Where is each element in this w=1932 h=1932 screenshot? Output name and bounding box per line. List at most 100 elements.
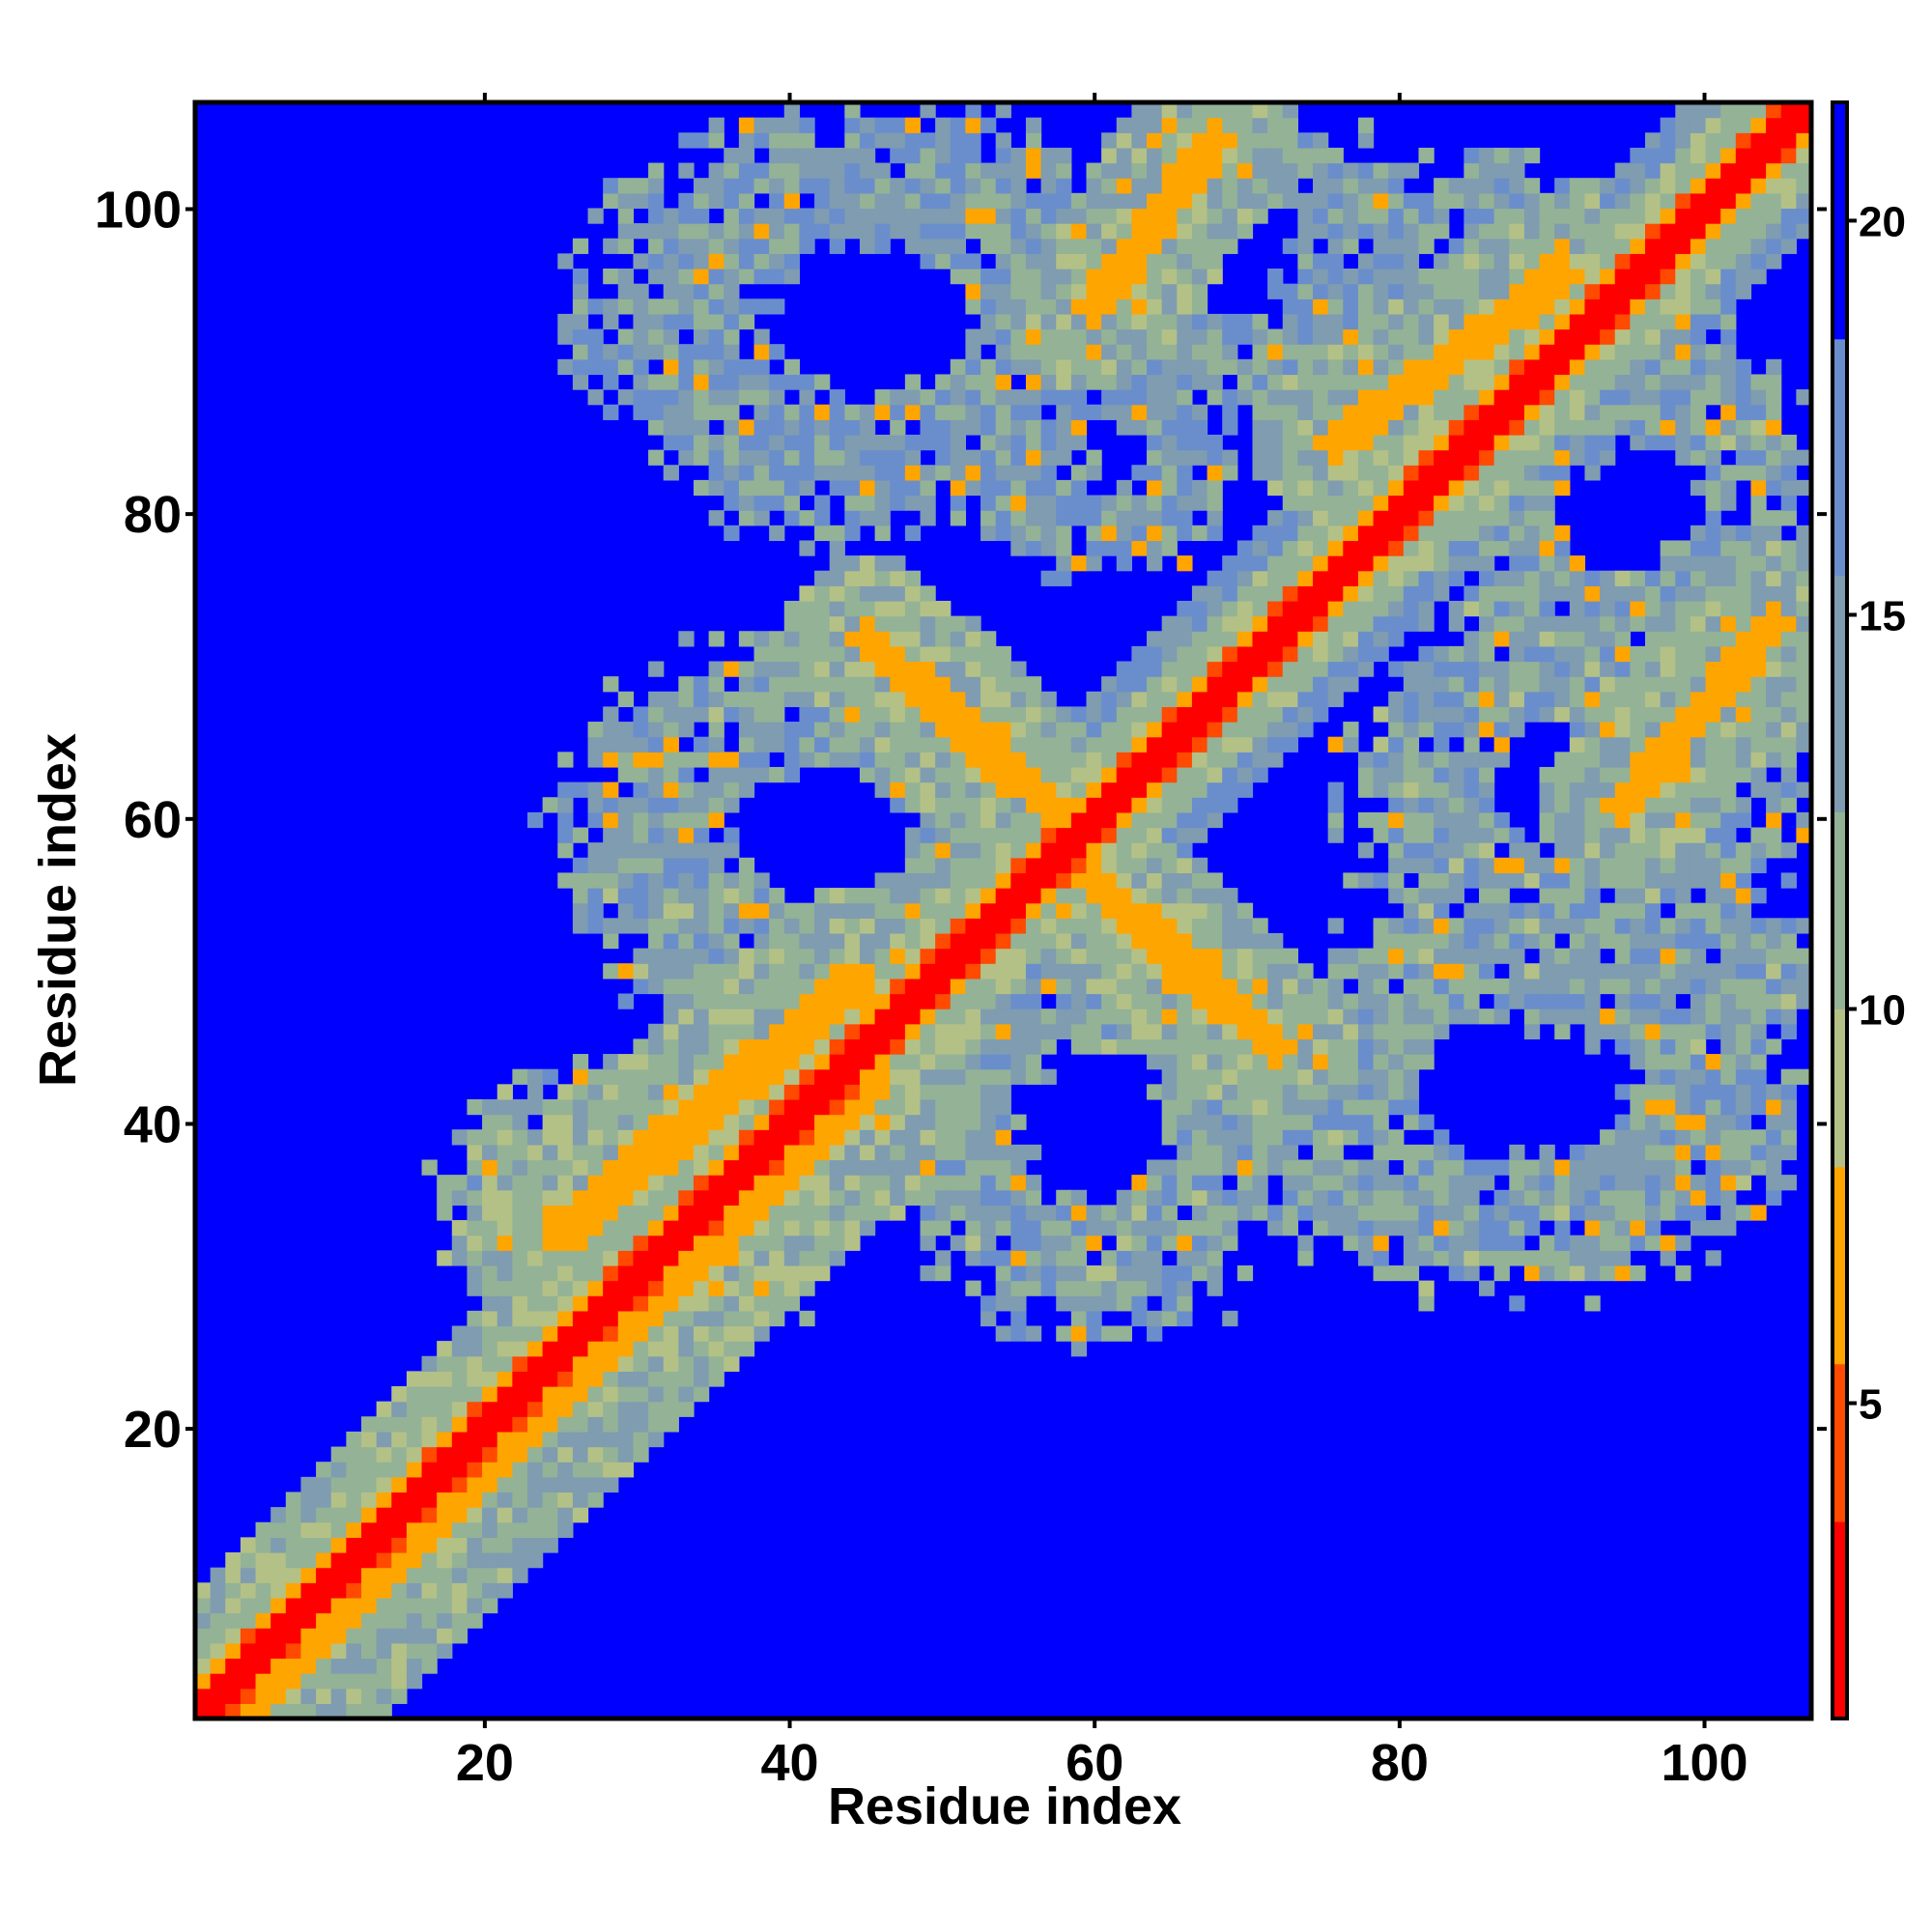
- heatmap-cell: [617, 328, 635, 345]
- heatmap-cell: [708, 1264, 724, 1282]
- heatmap-cell: [1236, 1189, 1254, 1206]
- heatmap-cell: [330, 1537, 347, 1553]
- heatmap-cell: [1463, 223, 1480, 240]
- heatmap-cell: [542, 1310, 558, 1327]
- heatmap-cell: [1388, 963, 1405, 980]
- heatmap-cell: [783, 1068, 801, 1085]
- heatmap-cell: [965, 479, 981, 497]
- heatmap-cell: [1523, 993, 1541, 1009]
- heatmap-cell: [542, 1205, 558, 1221]
- heatmap-cell: [1086, 510, 1102, 526]
- heatmap-cell: [1070, 993, 1088, 1009]
- heatmap-cell: [1147, 1084, 1163, 1100]
- heatmap-cell: [1479, 147, 1495, 164]
- heatmap-cell: [1236, 208, 1254, 224]
- heatmap-cell: [1116, 932, 1133, 950]
- heatmap-cell: [693, 192, 710, 210]
- heatmap-cell: [904, 645, 922, 663]
- heatmap-cell: [995, 147, 1011, 164]
- heatmap-cell: [724, 389, 740, 406]
- heatmap-cell: [1493, 510, 1510, 526]
- heatmap-cell: [1645, 238, 1662, 254]
- heatmap-cell: [663, 238, 679, 254]
- heatmap-cell: [829, 631, 845, 647]
- heatmap-cell: [980, 1054, 997, 1070]
- heatmap-cell: [678, 1189, 695, 1206]
- heatmap-cell: [678, 313, 695, 330]
- heatmap-cell: [1600, 842, 1616, 859]
- heatmap-cell: [769, 1129, 785, 1146]
- heatmap-cell: [633, 178, 649, 194]
- heatmap-cell: [437, 1537, 453, 1553]
- heatmap-cell: [1539, 253, 1555, 270]
- heatmap-cell: [587, 1264, 604, 1282]
- heatmap-cell: [526, 1310, 544, 1327]
- heatmap-cell: [890, 918, 906, 934]
- heatmap-cell: [648, 1220, 665, 1236]
- heatmap-cell: [648, 1235, 665, 1251]
- heatmap-cell: [1056, 283, 1072, 299]
- heatmap-cell: [512, 1355, 528, 1372]
- heatmap-cell: [829, 1114, 845, 1130]
- heatmap-cell: [1645, 178, 1662, 194]
- heatmap-cell: [980, 1235, 997, 1251]
- heatmap-cell: [1418, 902, 1435, 919]
- heatmap-cell: [1177, 132, 1193, 149]
- heatmap-cell: [844, 1189, 861, 1206]
- heatmap-cell: [1131, 827, 1148, 843]
- heatmap-cell: [1600, 631, 1616, 647]
- heatmap-cell: [633, 1280, 649, 1296]
- heatmap-cell: [1086, 253, 1102, 270]
- heatmap-cell: [1297, 147, 1314, 164]
- heatmap-cell: [1297, 1114, 1314, 1130]
- heatmap-cell: [1161, 811, 1178, 829]
- heatmap-cell: [1509, 419, 1525, 436]
- heatmap-cell: [1463, 993, 1480, 1009]
- heatmap-cell: [572, 1476, 589, 1493]
- heatmap-cell: [1207, 313, 1223, 330]
- heatmap-cell: [1327, 555, 1344, 572]
- heatmap-cell: [648, 1068, 665, 1085]
- heatmap-cell: [1463, 706, 1480, 723]
- heatmap-cell: [1313, 495, 1329, 511]
- heatmap-cell: [965, 389, 981, 406]
- heatmap-cell: [1161, 479, 1178, 497]
- heatmap-cell: [1177, 178, 1193, 194]
- heatmap-cell: [1222, 600, 1238, 617]
- heatmap-cell: [406, 1628, 423, 1644]
- heatmap-cell: [950, 208, 967, 224]
- heatmap-cell: [1600, 419, 1616, 436]
- heatmap-cell: [1056, 1023, 1072, 1040]
- heatmap-cell: [950, 178, 967, 194]
- heatmap-cell: [1101, 404, 1118, 420]
- heatmap-cell: [1010, 253, 1027, 270]
- heatmap-cell: [1297, 449, 1314, 466]
- heatmap-cell: [1282, 676, 1298, 693]
- heatmap-cell: [708, 178, 724, 194]
- heatmap-cell: [1509, 932, 1525, 950]
- heatmap-cell: [724, 842, 740, 859]
- heatmap-cell: [1252, 434, 1268, 451]
- heatmap-cell: [769, 1205, 785, 1221]
- heatmap-cell: [753, 645, 770, 663]
- heatmap-cell: [920, 404, 936, 420]
- heatmap-cell: [1554, 328, 1571, 345]
- heatmap-cell: [1448, 1009, 1464, 1025]
- heatmap-cell: [542, 797, 558, 813]
- heatmap-cell: [1207, 525, 1223, 542]
- heatmap-cell: [708, 449, 724, 466]
- heatmap-cell: [663, 268, 679, 285]
- heatmap-cell: [572, 918, 589, 934]
- heatmap-cell: [1313, 253, 1329, 270]
- heatmap-cell: [1660, 1175, 1676, 1191]
- heatmap-cell: [890, 615, 906, 632]
- heatmap-cell: [617, 811, 635, 829]
- heatmap-cell: [1191, 1235, 1208, 1251]
- heatmap-cell: [1523, 1220, 1541, 1236]
- heatmap-cell: [920, 661, 936, 677]
- heatmap-cell: [587, 1220, 604, 1236]
- heatmap-cell: [1343, 1205, 1359, 1221]
- heatmap-cell: [829, 1189, 845, 1206]
- heatmap-cell: [1418, 978, 1435, 995]
- heatmap-cell: [1010, 1144, 1027, 1161]
